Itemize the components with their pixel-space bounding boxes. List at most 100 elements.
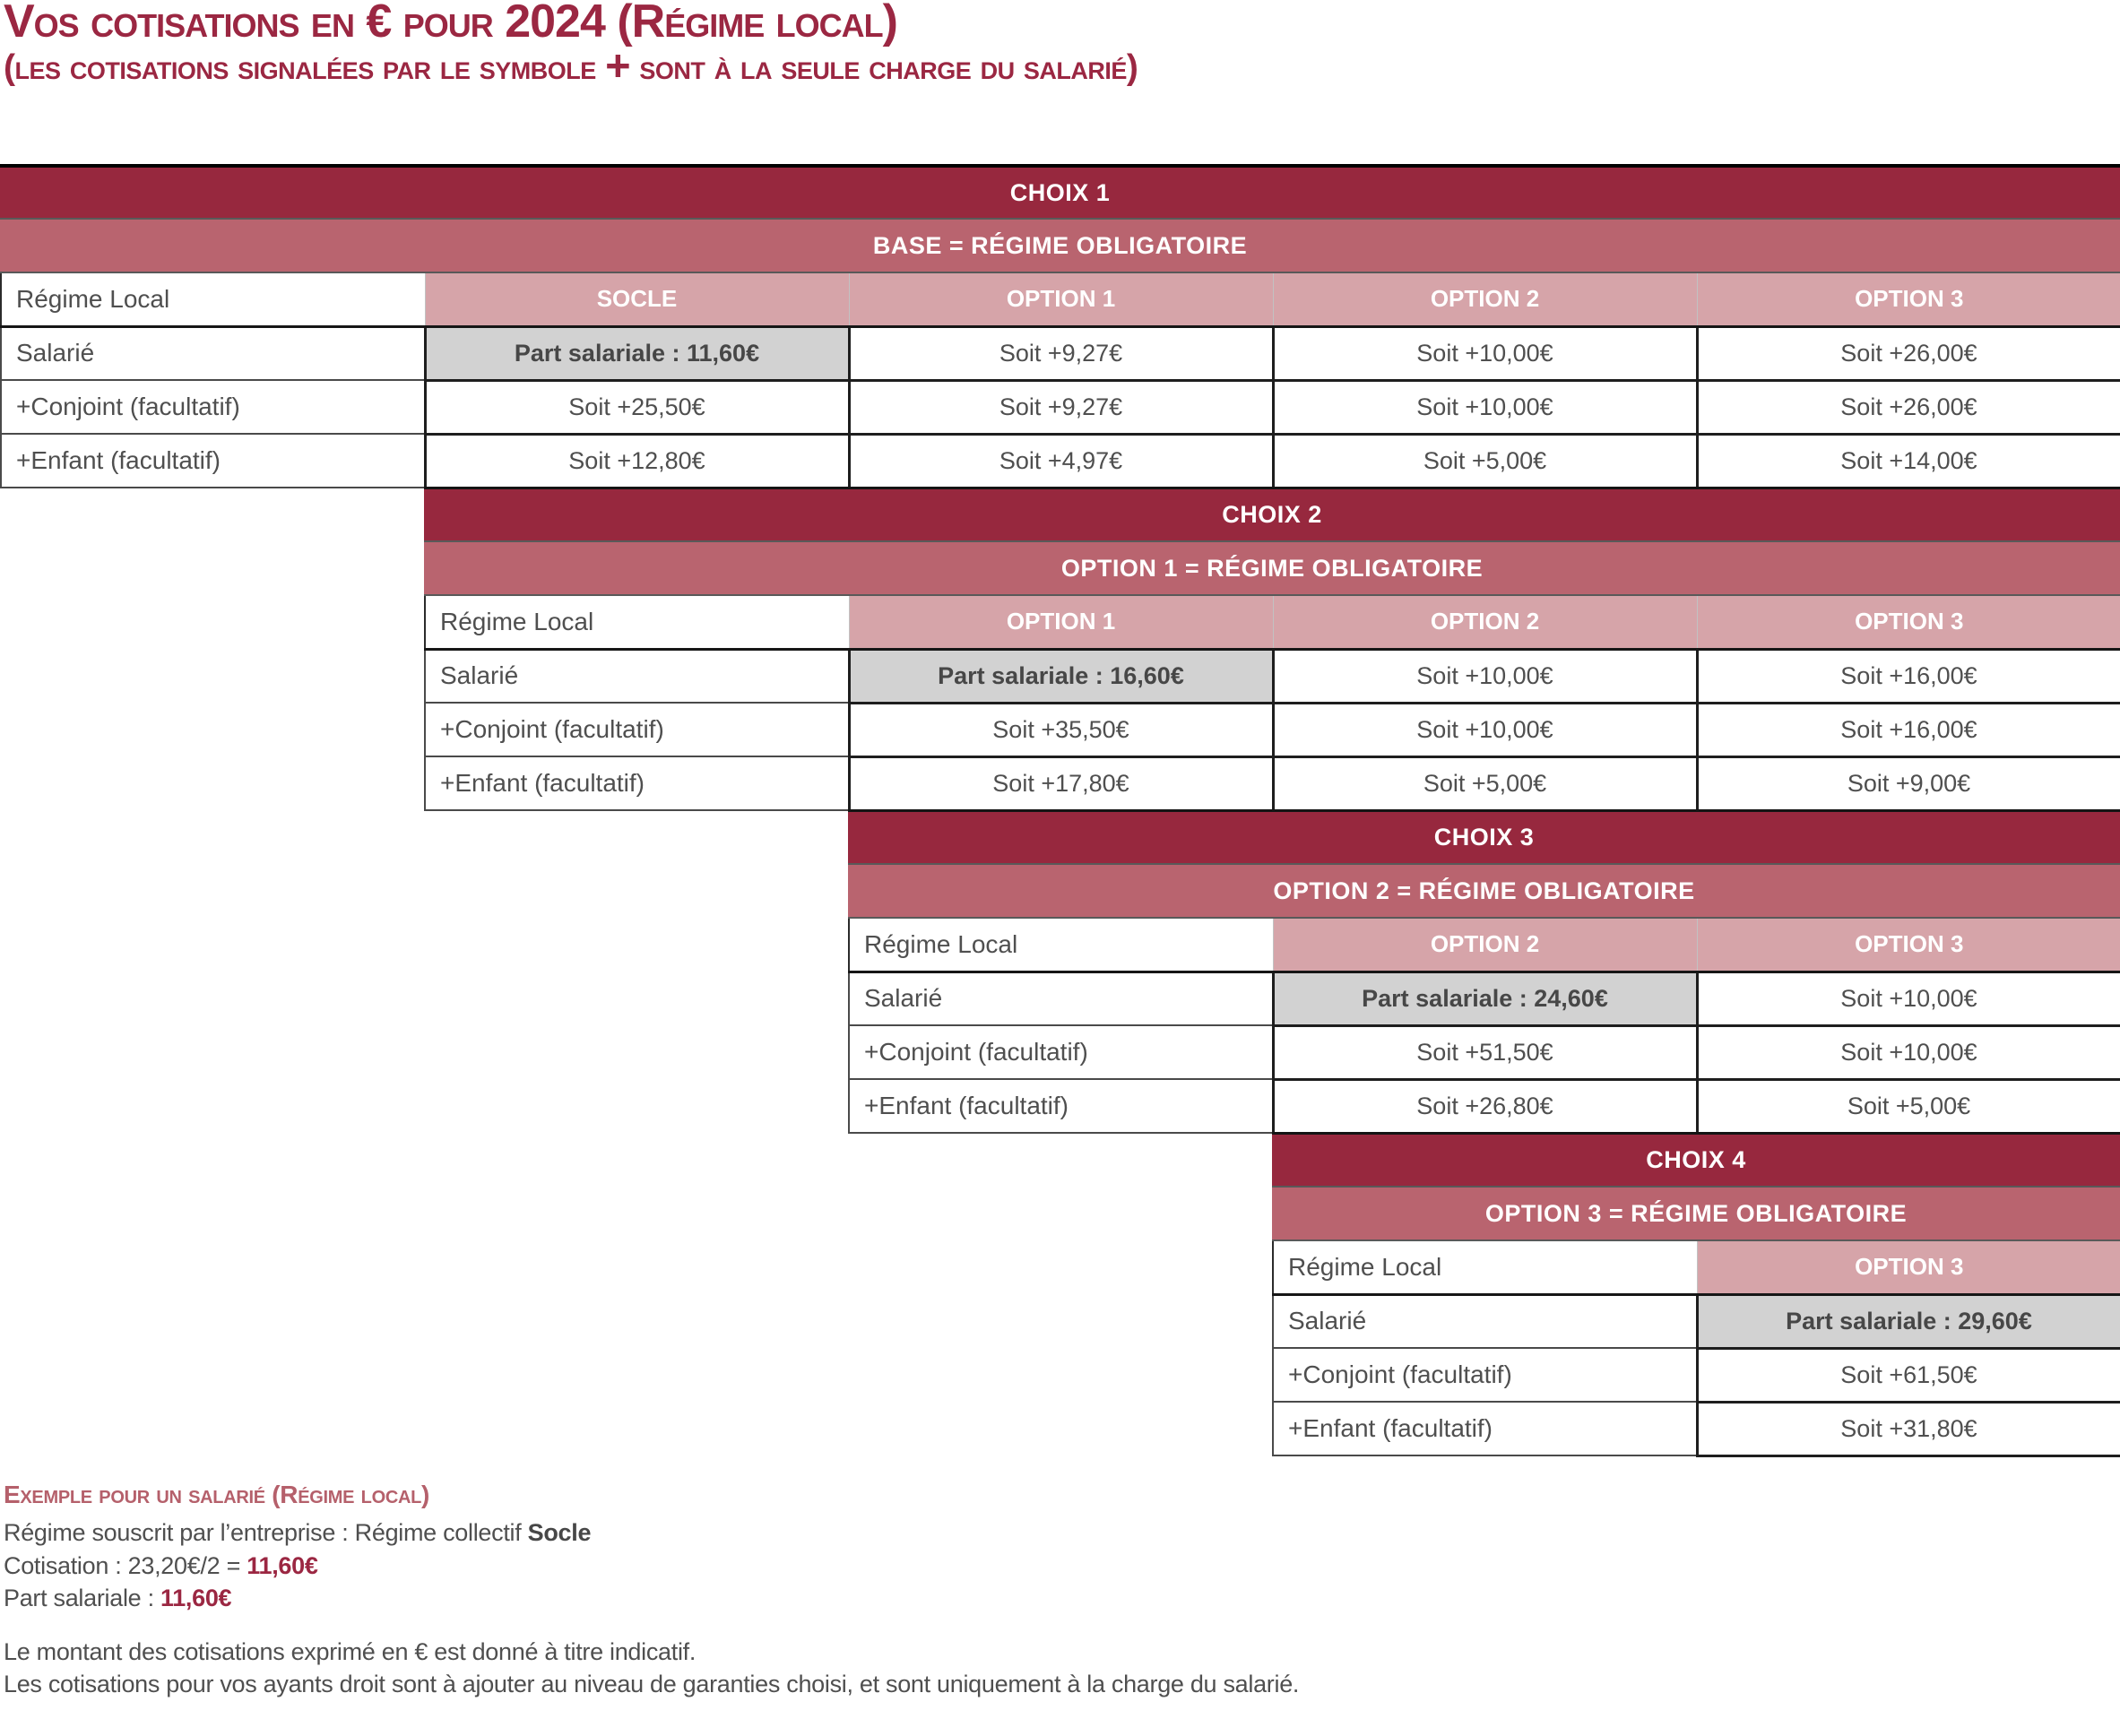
- footnote-indicatif: Le montant des cotisations exprimé en € …: [4, 1638, 697, 1665]
- row-label-salarie: Salarié: [848, 971, 1274, 1026]
- cell-value: Soit +4,97€: [847, 432, 1275, 489]
- example-line2-text: Cotisation : 23,20€/2 =: [4, 1552, 247, 1579]
- choix-2-subheader: OPTION 1 = RÉGIME OBLIGATOIRE: [1060, 554, 1484, 582]
- plus-symbol: +: [605, 42, 631, 91]
- row-label-enfant: +Enfant (facultatif): [1272, 1401, 1698, 1456]
- cell-value: Soit +12,80€: [423, 432, 851, 489]
- choix-3-subheader-bar: OPTION 2 = RÉGIME OBLIGATOIRE: [848, 863, 2120, 917]
- subtitle-pre: (les cotisations signalées par le symbol…: [4, 48, 606, 87]
- corner-regime-local: Régime Local: [0, 272, 425, 328]
- footnote-ayants-droit: Les cotisations pour vos ayants droit so…: [4, 1671, 1300, 1697]
- column-header-option-2: OPTION 2: [1272, 272, 1697, 328]
- cell-value: Soit +26,00€: [1695, 324, 2120, 382]
- table-row-conjoint: +Conjoint (facultatif) Soit +51,50€ Soit…: [848, 1023, 2120, 1081]
- cell-value: Soit +10,00€: [1695, 970, 2120, 1027]
- example-line3-value: 11,60€: [160, 1585, 232, 1611]
- example-line-cotisation: Cotisation : 23,20€/2 = 11,60€: [4, 1552, 318, 1580]
- page-subtitle: (les cotisations signalées par le symbol…: [4, 41, 1138, 91]
- choix-4-subheader-bar: OPTION 3 = RÉGIME OBLIGATOIRE: [1272, 1186, 2120, 1239]
- cell-value: Soit +10,00€: [1271, 701, 1699, 758]
- choix-1-block: CHOIX 1 BASE = RÉGIME OBLIGATOIRE Régime…: [0, 164, 2120, 489]
- choix-2-block: CHOIX 2 OPTION 1 = RÉGIME OBLIGATOIRE Ré…: [424, 487, 2120, 812]
- cell-value: Soit +26,80€: [1271, 1077, 1699, 1135]
- choix-3-header-row: Régime Local OPTION 2 OPTION 3: [848, 917, 2120, 973]
- row-label-enfant: +Enfant (facultatif): [0, 433, 426, 488]
- row-label-conjoint: +Conjoint (facultatif): [424, 702, 850, 757]
- table-row-salarie: Salarié Part salariale : 11,60€ Soit +9,…: [0, 324, 2120, 382]
- choix-1-header-row: Régime Local SOCLE OPTION 1 OPTION 2 OPT…: [0, 272, 2120, 328]
- choix-1-subheader-bar: BASE = RÉGIME OBLIGATOIRE: [0, 218, 2120, 272]
- cell-value: Soit +9,27€: [847, 324, 1275, 382]
- table-row-enfant: +Enfant (facultatif) Soit +17,80€ Soit +…: [424, 755, 2120, 812]
- row-label-conjoint: +Conjoint (facultatif): [848, 1024, 1274, 1080]
- corner-regime-local: Régime Local: [1272, 1239, 1697, 1296]
- corner-regime-local: Régime Local: [424, 594, 849, 651]
- row-label-conjoint: +Conjoint (facultatif): [0, 379, 426, 435]
- column-header-option-3: OPTION 3: [1696, 272, 2120, 328]
- cell-value: Soit +10,00€: [1271, 378, 1699, 436]
- column-header-socle: SOCLE: [424, 272, 849, 328]
- cell-value: Soit +25,50€: [423, 378, 851, 436]
- example-line1-bold: Socle: [527, 1519, 592, 1546]
- cell-value: Soit +35,50€: [847, 701, 1275, 758]
- cell-value: Soit +16,00€: [1695, 701, 2120, 758]
- choix-2-title: CHOIX 2: [1222, 501, 1322, 528]
- cell-value: Soit +31,80€: [1695, 1400, 2120, 1457]
- cell-value: Soit +14,00€: [1695, 432, 2120, 489]
- row-label-salarie: Salarié: [424, 648, 850, 704]
- column-header-option-2: OPTION 2: [1272, 917, 1697, 973]
- cell-part-salariale: Part salariale : 29,60€: [1695, 1292, 2120, 1350]
- row-label-enfant: +Enfant (facultatif): [848, 1078, 1274, 1134]
- table-row-enfant: +Enfant (facultatif) Soit +12,80€ Soit +…: [0, 432, 2120, 489]
- table-row-conjoint: +Conjoint (facultatif) Soit +35,50€ Soit…: [424, 701, 2120, 758]
- choix-2-subheader-bar: OPTION 1 = RÉGIME OBLIGATOIRE: [424, 540, 2120, 594]
- row-label-salarie: Salarié: [0, 325, 426, 381]
- choix-1-title: CHOIX 1: [1009, 178, 1111, 206]
- cell-part-salariale: Part salariale : 16,60€: [847, 647, 1275, 704]
- choix-4-grid: Régime Local OPTION 3 Salarié Part salar…: [1272, 1239, 2120, 1457]
- cell-part-salariale: Part salariale : 11,60€: [423, 324, 851, 382]
- choix-3-subheader: OPTION 2 = RÉGIME OBLIGATOIRE: [1273, 877, 1695, 904]
- row-label-salarie: Salarié: [1272, 1293, 1698, 1349]
- cell-value: Soit +51,50€: [1271, 1023, 1699, 1081]
- table-row-salarie: Salarié Part salariale : 24,60€ Soit +10…: [848, 970, 2120, 1027]
- row-label-enfant: +Enfant (facultatif): [424, 756, 850, 811]
- choix-1-title-bar: CHOIX 1: [0, 164, 2120, 218]
- cell-value: Soit +5,00€: [1695, 1077, 2120, 1135]
- example-heading: Exemple pour un salarié (Régime local): [4, 1481, 430, 1508]
- choix-3-title-bar: CHOIX 3: [848, 809, 2120, 863]
- column-header-option-3: OPTION 3: [1696, 917, 2120, 973]
- cell-value: Soit +10,00€: [1271, 324, 1699, 382]
- cell-value: Soit +9,00€: [1695, 755, 2120, 812]
- choix-3-title: CHOIX 3: [1433, 824, 1535, 851]
- choix-4-header-row: Régime Local OPTION 3: [1272, 1239, 2120, 1296]
- cell-part-salariale: Part salariale : 24,60€: [1271, 970, 1699, 1027]
- choix-2-grid: Régime Local OPTION 1 OPTION 2 OPTION 3 …: [424, 594, 2120, 812]
- choix-4-title: CHOIX 4: [1646, 1146, 1746, 1173]
- cell-value: Soit +61,50€: [1695, 1346, 2120, 1403]
- table-row-enfant: +Enfant (facultatif) Soit +26,80€ Soit +…: [848, 1077, 2120, 1135]
- cell-value: Soit +16,00€: [1695, 647, 2120, 704]
- column-header-option-3: OPTION 3: [1696, 594, 2120, 651]
- choix-3-block: CHOIX 3 OPTION 2 = RÉGIME OBLIGATOIRE Ré…: [848, 809, 2120, 1135]
- cell-value: Soit +26,00€: [1695, 378, 2120, 436]
- row-label-conjoint: +Conjoint (facultatif): [1272, 1347, 1698, 1403]
- example-line2-value: 11,60€: [247, 1552, 318, 1579]
- cell-value: Soit +10,00€: [1271, 647, 1699, 704]
- cell-value: Soit +5,00€: [1271, 432, 1699, 489]
- example-line-regime: Régime souscrit par l’entreprise : Régim…: [4, 1519, 591, 1547]
- column-header-option-2: OPTION 2: [1272, 594, 1697, 651]
- corner-regime-local: Régime Local: [848, 917, 1273, 973]
- example-line3-text: Part salariale :: [4, 1585, 160, 1611]
- choix-4-block: CHOIX 4 OPTION 3 = RÉGIME OBLIGATOIRE Ré…: [1272, 1132, 2120, 1457]
- example-line1-text: Régime souscrit par l’entreprise : Régim…: [4, 1519, 528, 1546]
- choix-4-title-bar: CHOIX 4: [1272, 1132, 2120, 1186]
- page-title: Vos cotisations en € pour 2024 (Régime l…: [4, 0, 898, 48]
- choix-1-subheader: BASE = RÉGIME OBLIGATOIRE: [872, 231, 1248, 259]
- example-line-part-salariale: Part salariale : 11,60€: [4, 1585, 232, 1612]
- choix-1-grid: Régime Local SOCLE OPTION 1 OPTION 2 OPT…: [0, 272, 2120, 489]
- table-row-enfant: +Enfant (facultatif) Soit +31,80€: [1272, 1400, 2120, 1457]
- choix-3-grid: Régime Local OPTION 2 OPTION 3 Salarié P…: [848, 917, 2120, 1135]
- subtitle-post: sont à la seule charge du salarié): [630, 48, 1138, 87]
